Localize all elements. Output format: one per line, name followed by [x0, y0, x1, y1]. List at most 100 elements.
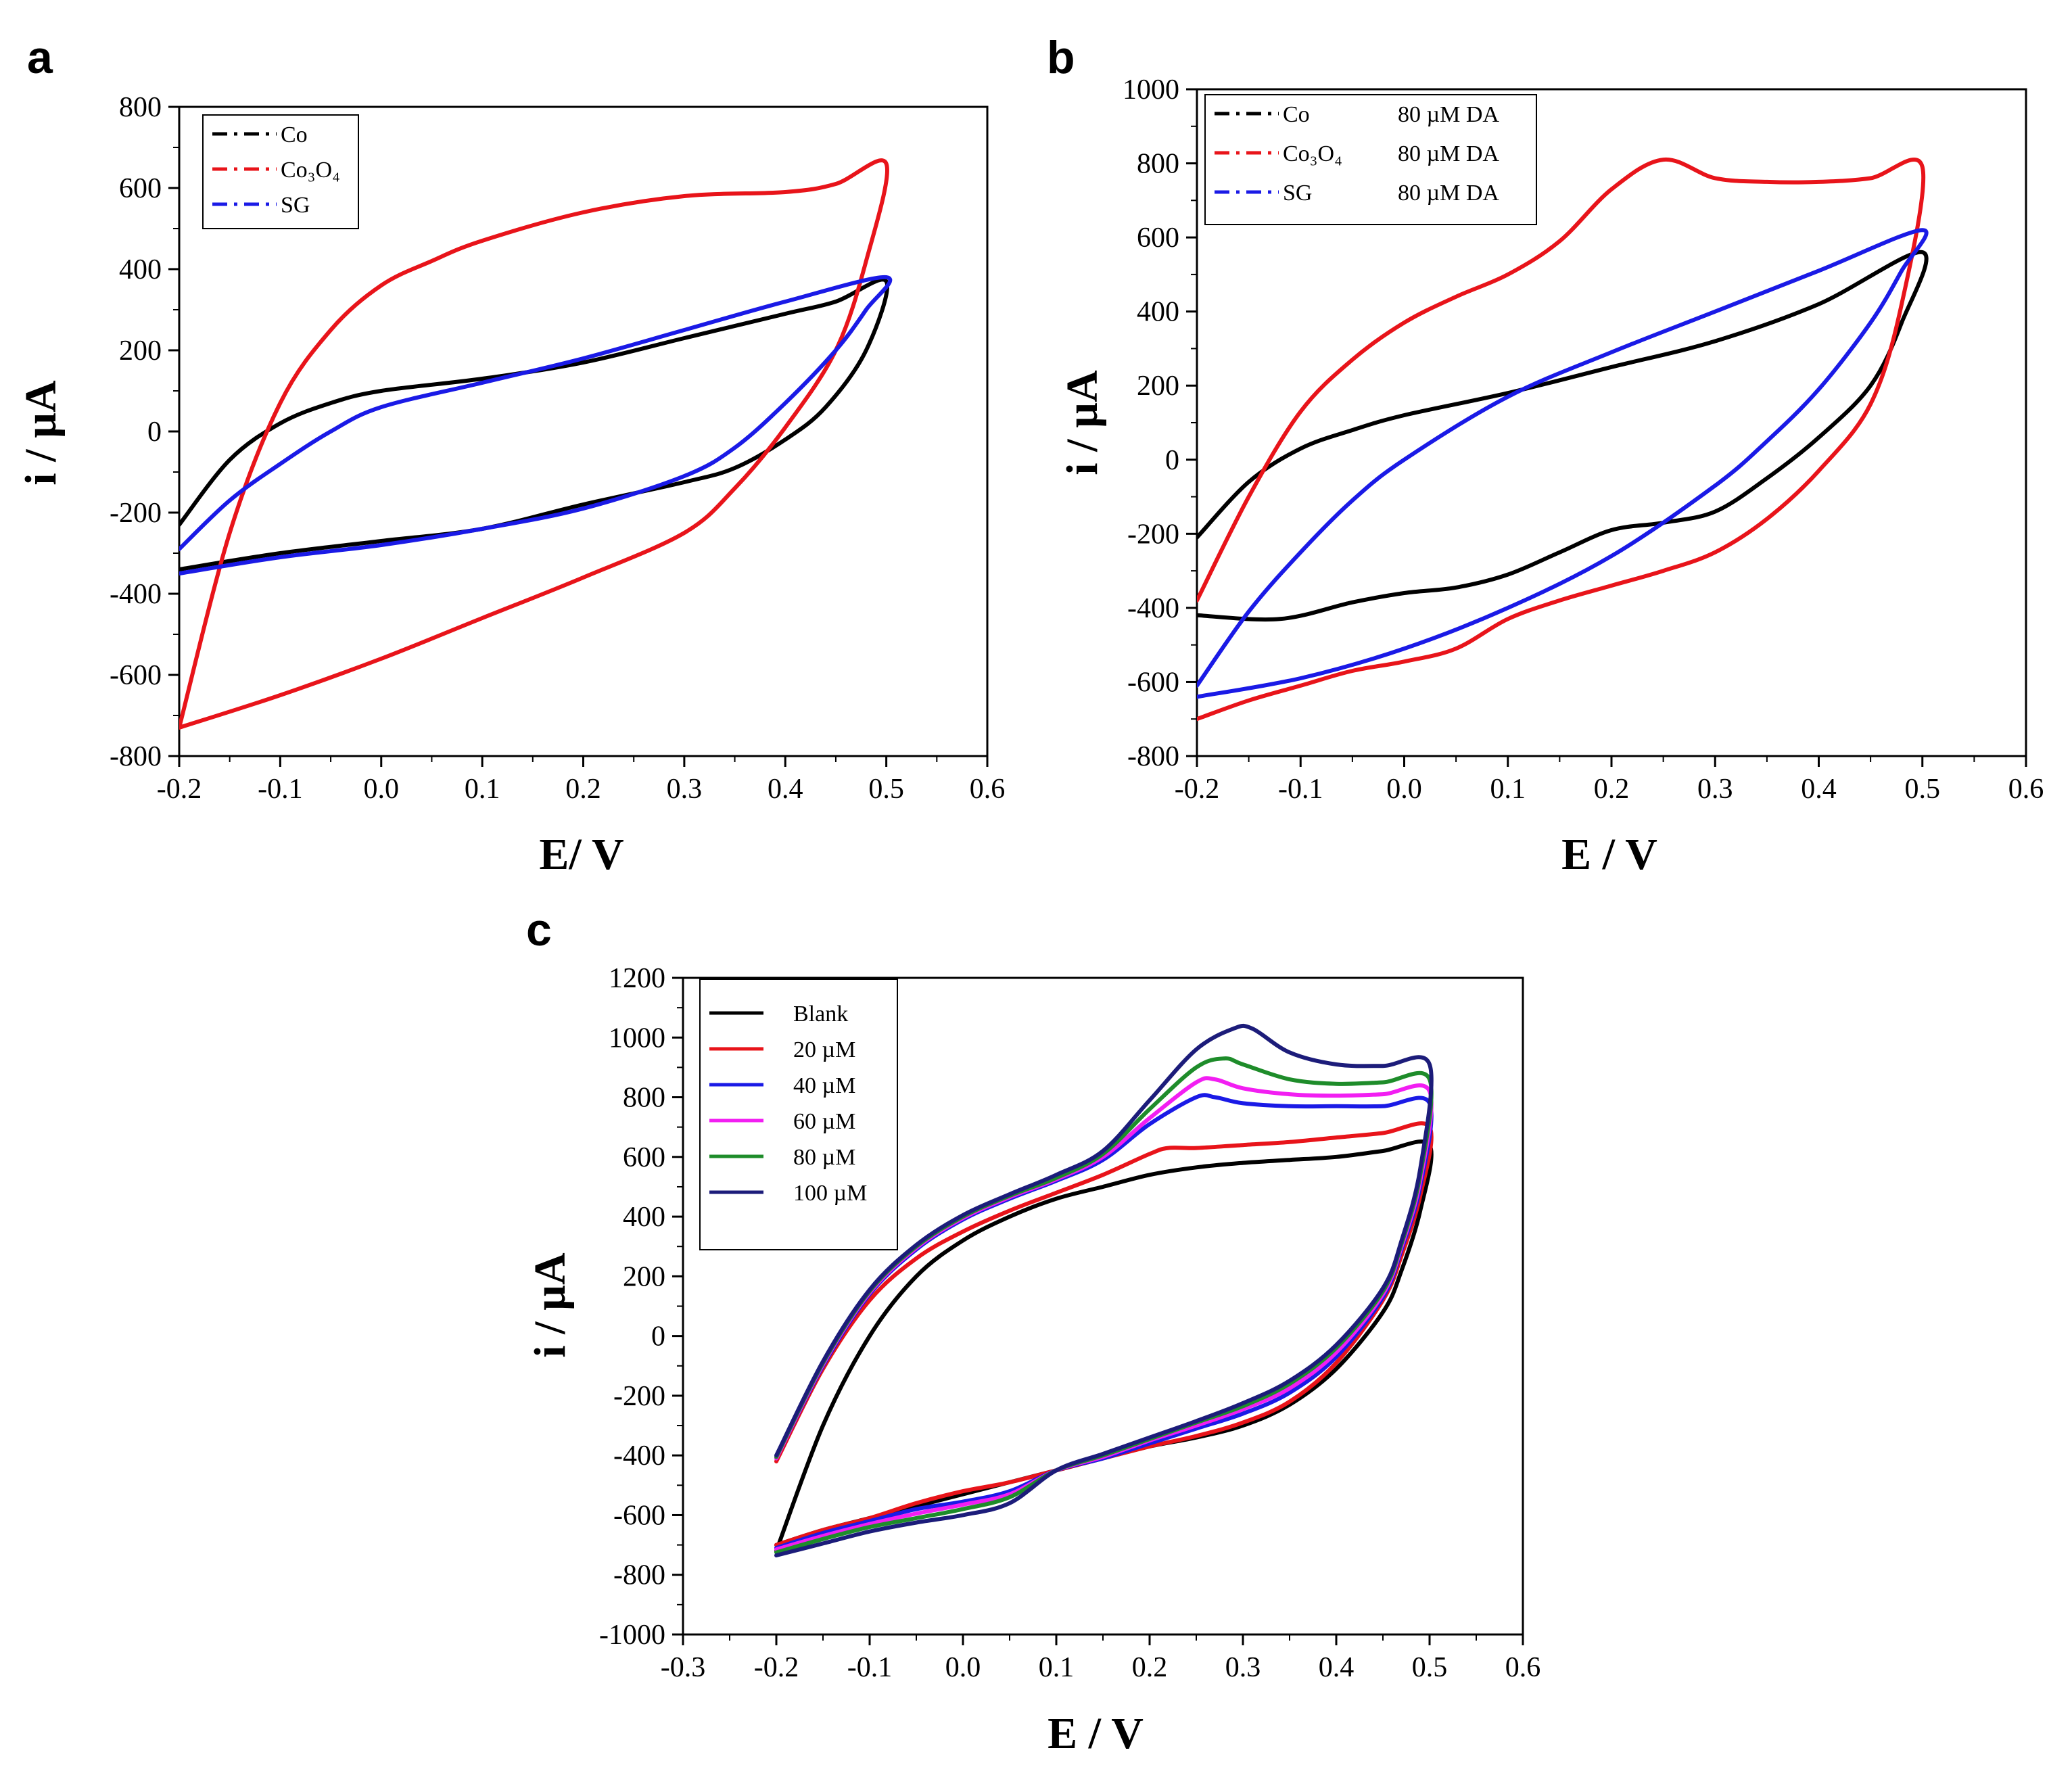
y-tick-label: -600 [613, 1500, 665, 1531]
x-tick-label: 0.0 [1386, 774, 1422, 805]
legend-box [202, 114, 359, 229]
x-tick-label: 0.3 [1697, 774, 1733, 805]
x-tick-label: 0.1 [465, 774, 500, 805]
y-tick-label: 800 [623, 1083, 665, 1114]
series-line-sg [1197, 228, 1929, 699]
x-tick-label: 0.0 [364, 774, 400, 805]
legend-label: 100 µM [793, 1181, 867, 1206]
x-tick-label: 0.6 [1505, 1652, 1541, 1683]
x-axis-title: E / V [1047, 1709, 1144, 1758]
y-tick-label: 600 [1137, 222, 1179, 254]
series-line-sg [179, 275, 893, 575]
x-tick-label: 0.5 [1905, 774, 1941, 805]
x-tick-label: -0.1 [1278, 774, 1323, 805]
legend: Blank 20 µM 40 µM 60 µM 80 µM 100 µM [699, 979, 898, 1250]
curves [179, 158, 893, 730]
x-tick-label: 0.4 [1319, 1652, 1355, 1683]
x-tick-label: -0.1 [258, 774, 303, 805]
panel-label: a [27, 32, 53, 83]
series-line-co [1197, 250, 1929, 622]
y-tick-label: 600 [119, 173, 162, 204]
y-tick-label: -1000 [599, 1620, 665, 1651]
panel-label: c [526, 904, 552, 956]
legend-label: SG [1283, 181, 1312, 206]
legend-box [699, 979, 898, 1250]
curves [774, 1023, 1434, 1557]
y-tick-label: -600 [1127, 667, 1179, 698]
curves [1197, 158, 1929, 722]
y-tick-label: -400 [613, 1440, 665, 1472]
legend-label: 80 µM [793, 1145, 855, 1170]
y-tick-label: 0 [147, 417, 162, 448]
x-tick-label: 0.1 [1490, 774, 1526, 805]
y-tick-label: 1200 [609, 963, 665, 994]
y-tick-label: 400 [1137, 297, 1179, 328]
y-tick-label: 400 [623, 1202, 665, 1233]
x-tick-label: 0.5 [1412, 1652, 1448, 1683]
y-tick-label: -800 [110, 741, 162, 772]
x-tick-label: 0.2 [1594, 774, 1630, 805]
x-axis-title: E/ V [539, 830, 623, 879]
legend-label: SG [281, 193, 310, 218]
x-tick-label: -0.1 [847, 1652, 893, 1683]
series-line-20-m [774, 1121, 1434, 1547]
legend-suffix: 80 µM DA [1398, 102, 1499, 127]
y-tick-label: 800 [1137, 149, 1179, 180]
series-line-co [179, 277, 889, 571]
x-tick-label: 0.3 [1225, 1652, 1261, 1683]
y-tick-label: -200 [1127, 519, 1179, 550]
y-axis-title: i / µA [1058, 370, 1107, 475]
x-axis-title: E / V [1561, 830, 1657, 879]
y-tick-label: 200 [1137, 371, 1179, 402]
y-tick-label: -200 [613, 1381, 665, 1412]
y-tick-label: 200 [119, 335, 162, 367]
y-tick-label: -600 [110, 660, 162, 691]
x-tick-label: -0.2 [157, 774, 202, 805]
x-tick-label: -0.2 [754, 1652, 799, 1683]
legend: Co Co₃O₄ SG [202, 114, 359, 229]
panel-a: a -0.2 -0.1 0.0 0.1 0.2 0.3 0.4 0.5 0.6 800 600 400 2… [16, 32, 1005, 879]
series-line-100-m [774, 1023, 1434, 1557]
legend-label: 60 µM [793, 1109, 855, 1134]
x-tick-label: -0.2 [1175, 774, 1220, 805]
y-axis-title: i / µA [16, 380, 66, 486]
legend: Co 80 µM DA Co₃O₄ 80 µM DA SG 80 µM DA [1204, 94, 1537, 225]
legend-label: Co [281, 122, 308, 147]
legend-label: Blank [793, 1002, 848, 1027]
legend-suffix: 80 µM DA [1398, 141, 1499, 166]
panel-label: b [1047, 32, 1075, 83]
x-tick-label: 0.2 [565, 774, 601, 805]
y-tick-label: 200 [623, 1261, 665, 1292]
panel-b: b -0.2 -0.1 0.0 0.1 0.2 0.3 0.4 0.5 0.6 1000 800 600… [1047, 32, 2044, 879]
legend-label: Co₃O₄ [1283, 141, 1342, 166]
series-line-co3o4 [1197, 158, 1926, 722]
y-tick-label: 1000 [609, 1022, 665, 1054]
x-tick-label: 0.3 [667, 774, 703, 805]
x-tick-label: 0.5 [868, 774, 904, 805]
panel-c: c -0.3 -0.2 -0.1 0.0 0.1 0.2 0.3 0.4 0.5 0.6 1200 10… [525, 904, 1540, 1758]
x-tick-label: 0.6 [970, 774, 1006, 805]
x-tick-label: 0.4 [768, 774, 803, 805]
x-tick-label: 0.4 [1801, 774, 1837, 805]
y-tick-label: -800 [1127, 741, 1179, 772]
legend-suffix: 80 µM DA [1398, 181, 1499, 206]
x-tick-label: 0.1 [1039, 1652, 1075, 1683]
series-line-co3o4 [179, 158, 889, 730]
x-tick-label: 0.6 [2008, 774, 2044, 805]
y-tick-label: 0 [651, 1321, 665, 1352]
legend-label: 40 µM [793, 1073, 855, 1098]
legend-label: Co [1283, 102, 1310, 127]
y-axis-title: i / µA [525, 1252, 575, 1358]
y-tick-label: 800 [119, 92, 162, 123]
y-tick-label: 600 [623, 1142, 665, 1173]
y-tick-label: 0 [1165, 445, 1179, 476]
y-tick-label: -400 [110, 579, 162, 610]
x-tick-label: -0.3 [661, 1652, 706, 1683]
y-tick-label: -200 [110, 498, 162, 529]
legend-label: 20 µM [793, 1037, 855, 1062]
legend-box [1204, 94, 1537, 225]
legend-label: Co₃O₄ [281, 158, 340, 183]
x-tick-label: 0.2 [1132, 1652, 1168, 1683]
y-tick-label: -800 [613, 1560, 665, 1591]
